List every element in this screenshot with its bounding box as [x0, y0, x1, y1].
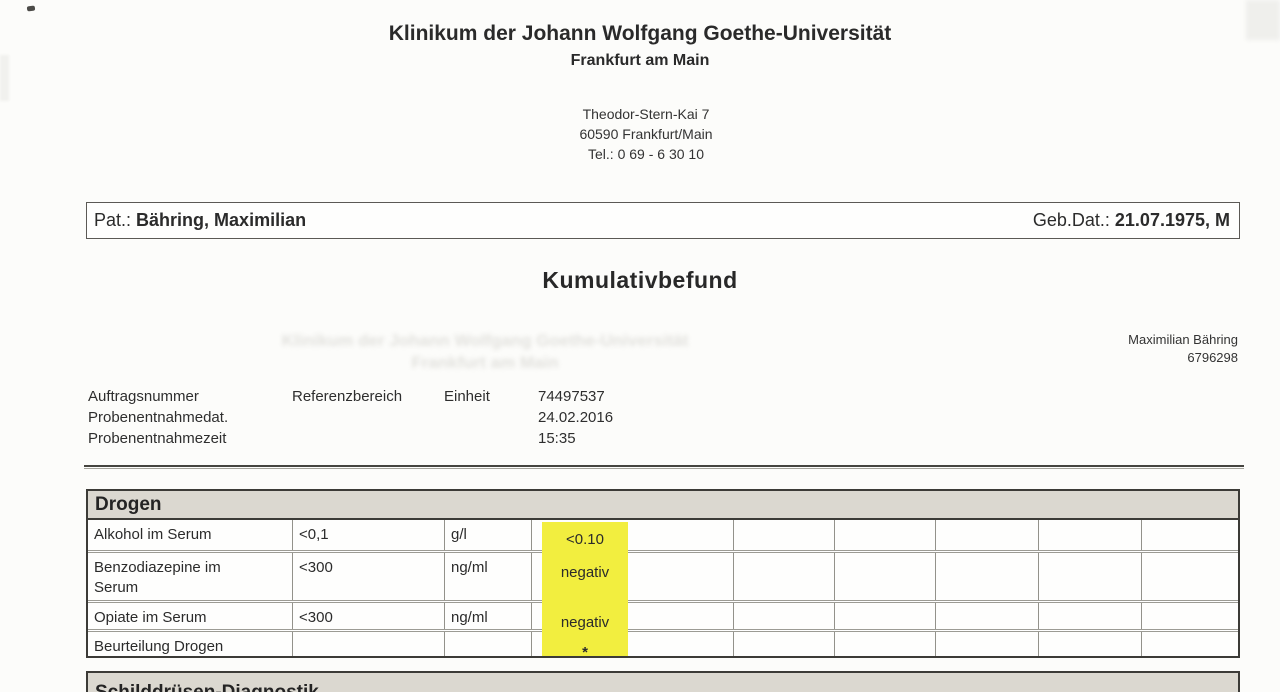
result-value: negativ [560, 614, 610, 631]
next-section-band: Schilddrüsen-Diagnostik [86, 671, 1240, 692]
parameter-cell: Beurteilung Drogen [88, 632, 293, 656]
empty-cell [835, 632, 936, 656]
clinic-name: Klinikum der Johann Wolfgang Goethe-Univ… [388, 22, 892, 45]
result-value: <0.10 [566, 531, 604, 548]
row-separator [88, 550, 1238, 553]
reference-column-header: Referenzbereich [292, 388, 403, 405]
row-separator [88, 629, 1238, 632]
parameter-cell: Opiate im Serum [88, 603, 293, 629]
patient-dob-field: Geb.Dat.: 21.07.1975, M [1033, 210, 1230, 231]
address-street: Theodor-Stern-Kai 7 [582, 106, 710, 122]
clinic-city: Frankfurt am Main [570, 52, 710, 69]
collection-date-value: 24.02.2016 [538, 409, 614, 426]
order-number-value: 74497537 [538, 388, 605, 405]
empty-cell [936, 553, 1039, 600]
patient-info: Maximilian Bähring 6796298 [1128, 331, 1238, 367]
unit-cell: g/l [445, 520, 532, 550]
table-row: Beurteilung Drogen * [88, 632, 1238, 661]
reference-cell: <300 [293, 553, 445, 600]
patient-bar: Pat.: Bähring, Maximilian Geb.Dat.: 21.0… [86, 202, 1240, 239]
report-title: Kumulativbefund [542, 267, 738, 293]
empty-cell [936, 520, 1039, 550]
reference-cell: <300 [293, 603, 445, 629]
parameter-cell: Alkohol im Serum [88, 520, 293, 550]
empty-cell [1142, 632, 1238, 656]
scan-edge-artifact [0, 55, 9, 101]
empty-cell [835, 553, 936, 600]
empty-cell [1039, 603, 1142, 629]
dob-label: Geb.Dat.: [1032, 210, 1110, 230]
empty-cell [734, 603, 835, 629]
empty-cell [1142, 553, 1238, 600]
unit-cell [445, 632, 532, 656]
result-value: negativ [560, 564, 610, 581]
patient-info-name: Maximilian Bähring [1128, 332, 1238, 347]
parameter-cell: Benzodiazepine im Serum [88, 553, 293, 600]
table-row: Benzodiazepine im Serum <300 ng/ml negat… [88, 553, 1238, 600]
empty-cell [1142, 603, 1238, 629]
address-city: 60590 Frankfurt/Main [579, 126, 713, 142]
empty-cell [936, 603, 1039, 629]
reference-cell: <0,1 [293, 520, 445, 550]
specimen-row-labels: Auftragsnummer Probenentnahmedat. Proben… [88, 386, 228, 449]
specimen-values: 74497537 24.02.2016 15:35 [538, 386, 613, 449]
scan-corner-artifact [1246, 0, 1280, 40]
row-separator [88, 600, 1238, 603]
collection-time-label: Probenentnahmezeit [88, 430, 227, 447]
unit-cell: ng/ml [445, 603, 532, 629]
empty-cell [734, 520, 835, 550]
unit-cell: ng/ml [445, 553, 532, 600]
section-header-drogen: Drogen [88, 491, 1238, 520]
result-cell: negativ [532, 603, 734, 631]
order-number-label: Auftragsnummer [88, 388, 199, 405]
empty-cell [1142, 520, 1238, 550]
results-table: Drogen Alkohol im Serum <0,1 g/l <0.10 B… [86, 489, 1240, 661]
patient-name-field: Pat.: Bähring, Maximilian [94, 210, 306, 231]
empty-cell [1039, 520, 1142, 550]
highlight-stripe [542, 522, 628, 656]
empty-cell [835, 603, 936, 629]
collection-date-label: Probenentnahmedat. [88, 409, 229, 426]
section-header-schilddruese: Schilddrüsen-Diagnostik [95, 683, 1238, 692]
result-cell: <0.10 [532, 520, 734, 550]
empty-cell [1039, 553, 1142, 600]
unit-column-header: Einheit [444, 388, 490, 405]
scan-speck-artifact [26, 5, 36, 12]
scan-bleedthrough-artifact: Klinikum der Johann Wolfgang Goethe-Univ… [281, 331, 689, 372]
empty-cell [936, 632, 1039, 656]
result-value: * [582, 644, 588, 661]
patient-name: Bähring, Maximilian [136, 210, 307, 230]
empty-cell [835, 520, 936, 550]
table-row: Opiate im Serum <300 ng/ml negativ [88, 603, 1238, 631]
separator-line [84, 465, 1244, 469]
address-phone: Tel.: 0 69 - 6 30 10 [588, 146, 704, 162]
result-cell: negativ [532, 553, 734, 600]
collection-time-value: 15:35 [538, 430, 576, 447]
patient-info-id: 6796298 [1187, 350, 1238, 365]
clinic-address: Theodor-Stern-Kai 7 60590 Frankfurt/Main… [6, 104, 1280, 164]
dob-value: 21.07.1975, M [1114, 210, 1230, 230]
empty-cell [1039, 632, 1142, 656]
reference-cell [293, 632, 445, 656]
table-row: Alkohol im Serum <0,1 g/l <0.10 [88, 520, 1238, 550]
specimen-header: Auftragsnummer Probenentnahmedat. Proben… [0, 386, 1280, 456]
empty-cell [734, 632, 835, 656]
result-cell: * [532, 632, 734, 661]
patient-label: Pat.: [94, 210, 132, 230]
empty-cell [734, 553, 835, 600]
